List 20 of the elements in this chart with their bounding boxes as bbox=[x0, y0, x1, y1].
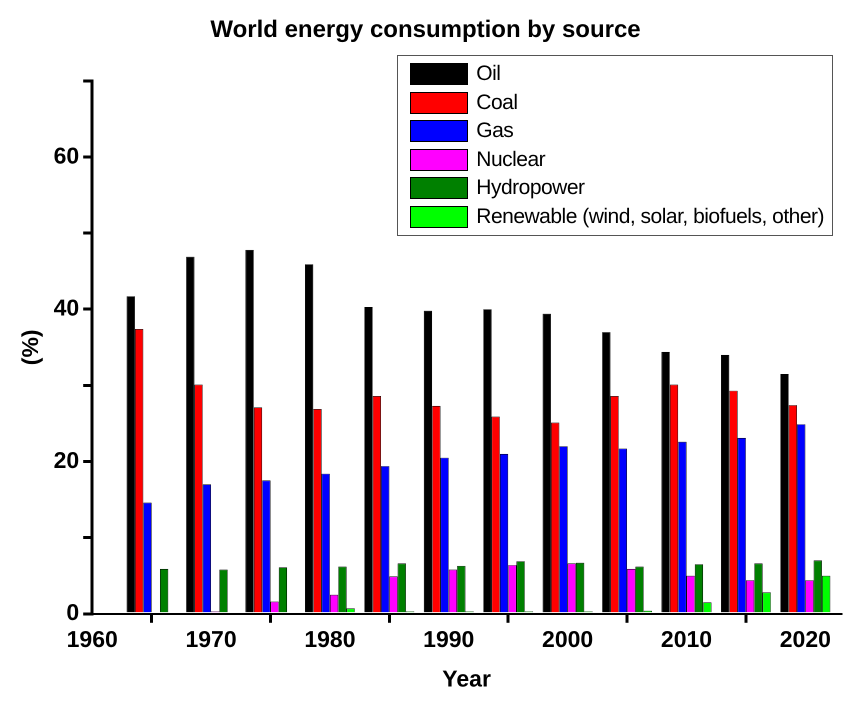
x-tick-label: 1980 bbox=[304, 626, 356, 652]
legend-label: Oil bbox=[476, 62, 500, 86]
y-tick-label: 40 bbox=[54, 294, 80, 321]
legend-label: Renewable (wind, solar, biofuels, other) bbox=[476, 204, 824, 229]
y-tick-label: 60 bbox=[54, 142, 80, 168]
x-tick-label: 1990 bbox=[423, 626, 474, 652]
x-axis-title: Year bbox=[442, 666, 491, 692]
x-tick-label: 2000 bbox=[542, 626, 594, 652]
legend-label: Nuclear bbox=[476, 148, 546, 172]
legend-label: Hydropower bbox=[476, 176, 585, 200]
y-axis-title: (%) bbox=[17, 329, 44, 366]
x-tick-label: 2020 bbox=[780, 626, 831, 652]
legend-label: Gas bbox=[476, 119, 514, 144]
y-tick-label: 20 bbox=[54, 446, 80, 473]
x-tick-label: 1960 bbox=[66, 626, 118, 652]
y-tick-label: 0 bbox=[66, 599, 80, 626]
legend-label: Coal bbox=[476, 90, 518, 115]
x-tick-label: 1970 bbox=[185, 626, 237, 652]
x-tick-label: 2010 bbox=[660, 626, 712, 652]
chart-title: World energy consumption by source bbox=[210, 16, 641, 44]
